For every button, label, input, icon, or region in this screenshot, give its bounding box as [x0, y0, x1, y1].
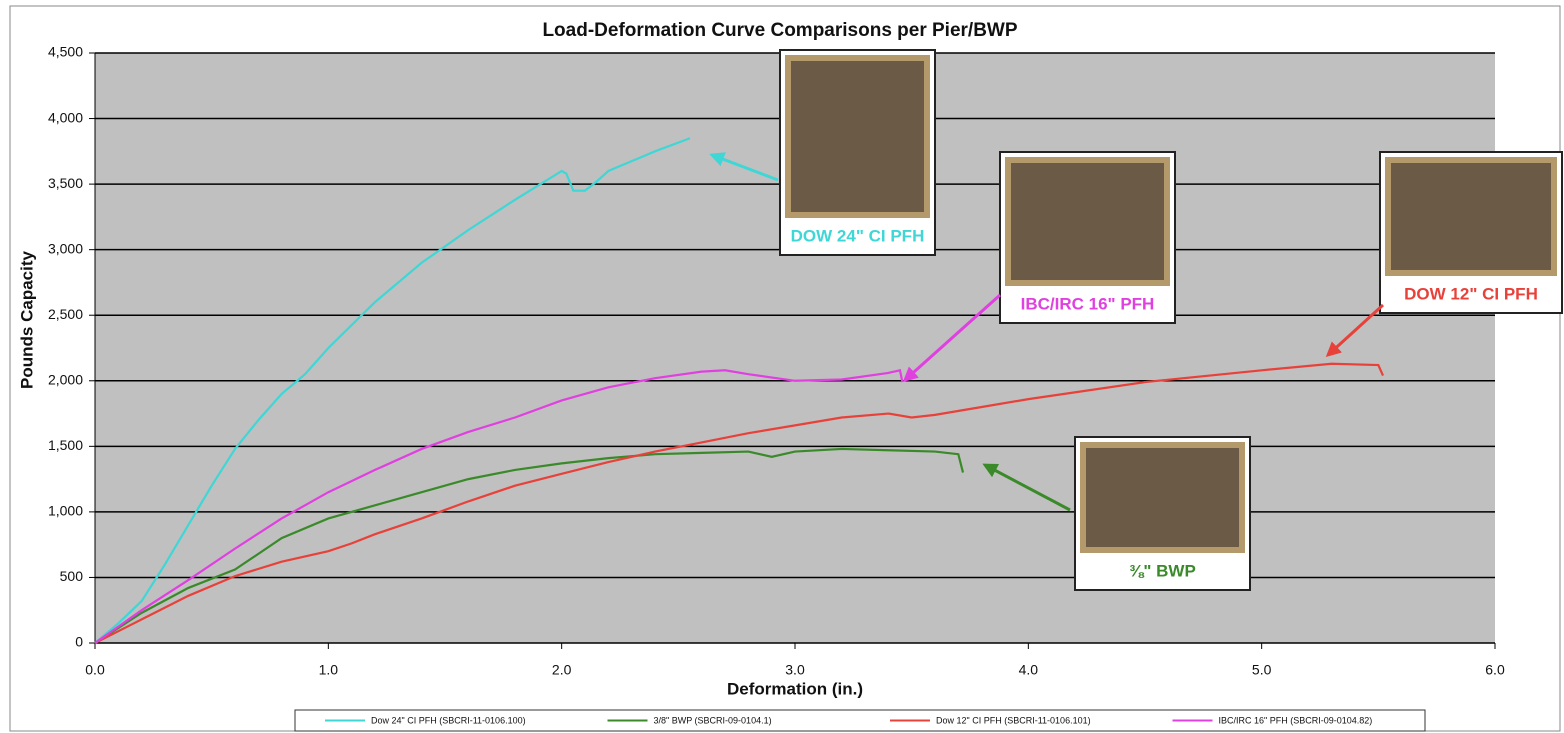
- callout-photo: [1388, 160, 1554, 273]
- legend-label: 3/8" BWP (SBCRI-09-0104.1): [654, 715, 772, 725]
- callout-label: DOW 24" CI PFH: [791, 226, 925, 245]
- y-tick-label: 1,500: [48, 437, 83, 453]
- x-tick-label: 0.0: [85, 662, 105, 678]
- x-tick-label: 5.0: [1252, 662, 1272, 678]
- callout-label: ⅜" BWP: [1129, 561, 1196, 580]
- legend-label: Dow 12" CI PFH (SBCRI-11-0106.101): [936, 715, 1091, 725]
- chart-title: Load-Deformation Curve Comparisons per P…: [542, 20, 1017, 41]
- y-tick-label: 4,500: [48, 44, 83, 60]
- y-tick-label: 2,000: [48, 371, 83, 387]
- x-tick-label: 2.0: [552, 662, 572, 678]
- legend-label: IBC/IRC 16" PFH (SBCRI-09-0104.82): [1219, 715, 1373, 725]
- callout-photo: [1008, 160, 1167, 283]
- x-tick-label: 4.0: [1019, 662, 1039, 678]
- y-tick-label: 3,000: [48, 240, 83, 256]
- x-tick-label: 1.0: [319, 662, 339, 678]
- x-axis-label: Deformation (in.): [727, 679, 863, 698]
- chart: Load-Deformation Curve Comparisons per P…: [0, 0, 1564, 733]
- y-tick-label: 500: [60, 568, 84, 584]
- callout-label: IBC/IRC 16" PFH: [1021, 294, 1155, 313]
- y-axis-label: Pounds Capacity: [17, 250, 36, 388]
- x-tick-label: 3.0: [785, 662, 805, 678]
- x-tick-label: 6.0: [1485, 662, 1505, 678]
- y-tick-label: 1,000: [48, 503, 83, 519]
- y-tick-label: 2,500: [48, 306, 83, 322]
- y-tick-label: 4,000: [48, 109, 83, 125]
- legend-label: Dow 24" CI PFH (SBCRI-11-0106.100): [371, 715, 526, 725]
- y-tick-label: 0: [75, 634, 83, 650]
- callout-label: DOW 12" CI PFH: [1404, 284, 1538, 303]
- callout-photo: [1083, 445, 1242, 550]
- y-tick-label: 3,500: [48, 175, 83, 191]
- callout-photo: [788, 58, 927, 215]
